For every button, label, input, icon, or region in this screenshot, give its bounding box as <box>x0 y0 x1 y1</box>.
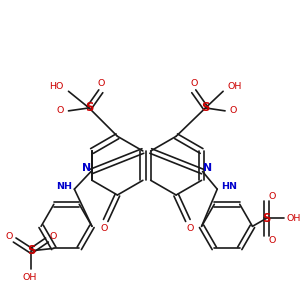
Text: OH: OH <box>228 82 242 91</box>
Text: S: S <box>85 101 93 114</box>
Text: S: S <box>27 244 35 257</box>
Text: O: O <box>186 224 194 233</box>
Text: O: O <box>97 79 104 88</box>
Text: S: S <box>201 101 210 114</box>
Text: HN: HN <box>221 182 237 191</box>
Text: NH: NH <box>57 182 73 191</box>
Text: O: O <box>100 224 107 233</box>
Text: O: O <box>190 79 197 88</box>
Text: O: O <box>57 106 64 116</box>
Text: N: N <box>203 163 212 172</box>
Text: O: O <box>268 236 276 244</box>
Text: N: N <box>82 163 91 172</box>
Text: OH: OH <box>286 214 300 223</box>
Text: HO: HO <box>50 82 64 91</box>
Text: O: O <box>268 193 276 202</box>
Text: O: O <box>49 232 56 241</box>
Text: O: O <box>5 232 13 241</box>
Text: O: O <box>229 106 237 116</box>
Text: OH: OH <box>22 273 37 282</box>
Text: S: S <box>262 212 270 225</box>
